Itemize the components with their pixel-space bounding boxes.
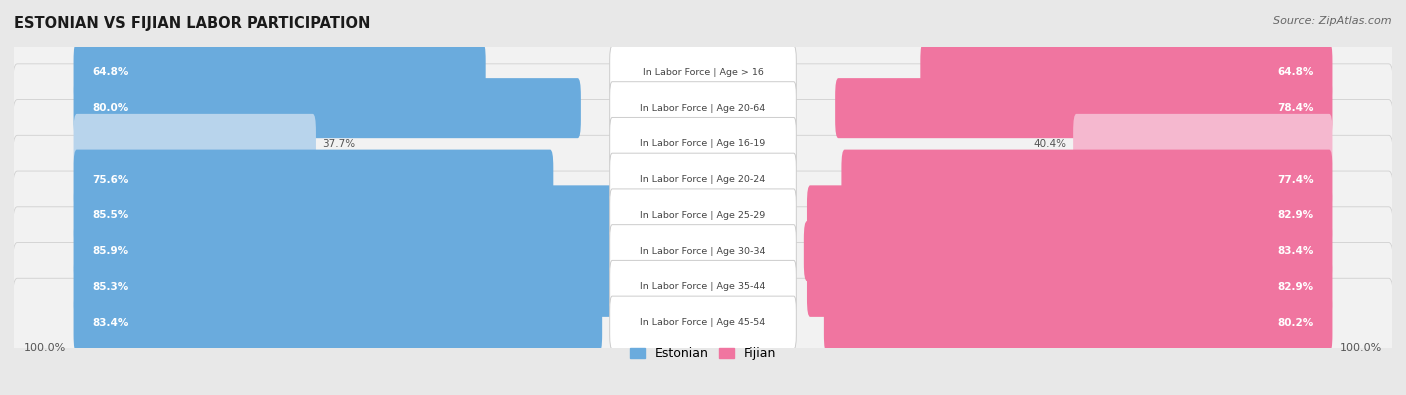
FancyBboxPatch shape <box>835 78 1333 138</box>
FancyBboxPatch shape <box>610 296 796 349</box>
FancyBboxPatch shape <box>73 42 485 102</box>
Text: 85.9%: 85.9% <box>93 246 128 256</box>
FancyBboxPatch shape <box>13 28 1393 117</box>
FancyBboxPatch shape <box>73 185 616 245</box>
Text: 78.4%: 78.4% <box>1277 103 1313 113</box>
Text: 80.2%: 80.2% <box>1278 318 1313 327</box>
FancyBboxPatch shape <box>13 100 1393 188</box>
FancyBboxPatch shape <box>610 153 796 206</box>
FancyBboxPatch shape <box>807 257 1333 317</box>
Text: In Labor Force | Age 20-24: In Labor Force | Age 20-24 <box>640 175 766 184</box>
FancyBboxPatch shape <box>610 46 796 99</box>
FancyBboxPatch shape <box>73 150 554 210</box>
Text: 77.4%: 77.4% <box>1277 175 1313 184</box>
FancyBboxPatch shape <box>13 243 1393 331</box>
FancyBboxPatch shape <box>610 117 796 170</box>
Text: 37.7%: 37.7% <box>322 139 356 149</box>
FancyBboxPatch shape <box>13 278 1393 367</box>
Text: 82.9%: 82.9% <box>1278 211 1313 220</box>
FancyBboxPatch shape <box>73 114 316 174</box>
Text: 100.0%: 100.0% <box>24 342 66 353</box>
Text: In Labor Force | Age 20-64: In Labor Force | Age 20-64 <box>640 103 766 113</box>
FancyBboxPatch shape <box>610 189 796 242</box>
Text: In Labor Force | Age 25-29: In Labor Force | Age 25-29 <box>640 211 766 220</box>
FancyBboxPatch shape <box>73 221 617 281</box>
FancyBboxPatch shape <box>13 135 1393 224</box>
FancyBboxPatch shape <box>804 221 1333 281</box>
FancyBboxPatch shape <box>610 82 796 135</box>
Text: ESTONIAN VS FIJIAN LABOR PARTICIPATION: ESTONIAN VS FIJIAN LABOR PARTICIPATION <box>14 16 370 31</box>
Text: 40.4%: 40.4% <box>1033 139 1067 149</box>
Text: 80.0%: 80.0% <box>93 103 128 113</box>
FancyBboxPatch shape <box>73 293 602 353</box>
FancyBboxPatch shape <box>807 185 1333 245</box>
Text: 75.6%: 75.6% <box>93 175 129 184</box>
Text: In Labor Force | Age > 16: In Labor Force | Age > 16 <box>643 68 763 77</box>
Text: In Labor Force | Age 16-19: In Labor Force | Age 16-19 <box>640 139 766 149</box>
Text: 64.8%: 64.8% <box>93 68 129 77</box>
FancyBboxPatch shape <box>841 150 1333 210</box>
Legend: Estonian, Fijian: Estonian, Fijian <box>624 342 782 365</box>
Text: 100.0%: 100.0% <box>1340 342 1382 353</box>
Text: In Labor Force | Age 45-54: In Labor Force | Age 45-54 <box>640 318 766 327</box>
FancyBboxPatch shape <box>13 64 1393 152</box>
Text: 85.5%: 85.5% <box>93 211 128 220</box>
Text: 83.4%: 83.4% <box>93 318 129 327</box>
FancyBboxPatch shape <box>824 293 1333 353</box>
FancyBboxPatch shape <box>1073 114 1333 174</box>
Text: 83.4%: 83.4% <box>1277 246 1313 256</box>
FancyBboxPatch shape <box>13 171 1393 260</box>
Text: 82.9%: 82.9% <box>1278 282 1313 292</box>
Text: 64.8%: 64.8% <box>1277 68 1313 77</box>
FancyBboxPatch shape <box>610 260 796 313</box>
FancyBboxPatch shape <box>73 257 614 317</box>
FancyBboxPatch shape <box>921 42 1333 102</box>
FancyBboxPatch shape <box>13 207 1393 295</box>
Text: In Labor Force | Age 35-44: In Labor Force | Age 35-44 <box>640 282 766 292</box>
Text: 85.3%: 85.3% <box>93 282 128 292</box>
Text: In Labor Force | Age 30-34: In Labor Force | Age 30-34 <box>640 246 766 256</box>
Text: Source: ZipAtlas.com: Source: ZipAtlas.com <box>1274 16 1392 26</box>
FancyBboxPatch shape <box>610 225 796 278</box>
FancyBboxPatch shape <box>73 78 581 138</box>
